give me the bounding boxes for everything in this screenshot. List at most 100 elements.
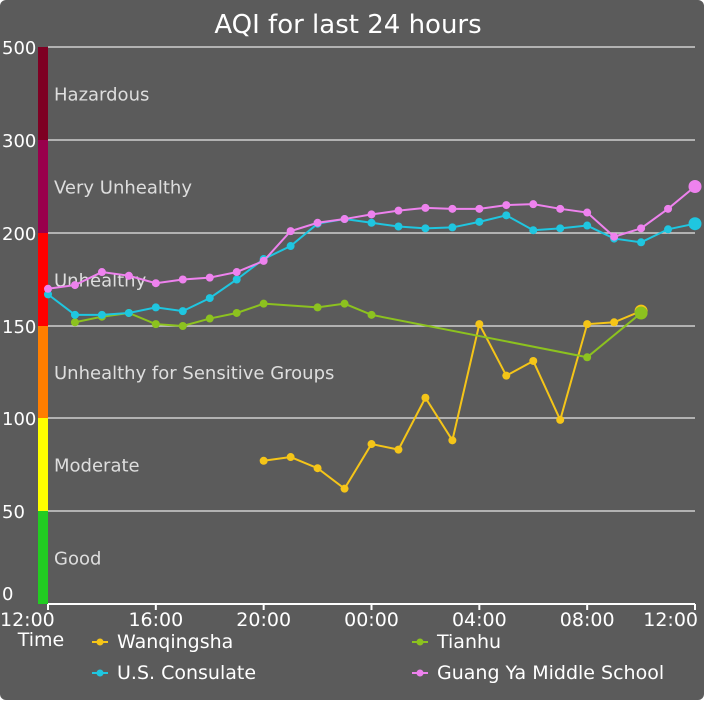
data-point-wanqingsha-8 bbox=[475, 320, 484, 329]
data-point-guang-ya-middle-school-4 bbox=[151, 279, 160, 288]
data-point-u-s-consulate-12 bbox=[367, 218, 376, 227]
x-tick-label-4: 04:00 bbox=[452, 609, 507, 631]
data-point-guang-ya-middle-school-13 bbox=[394, 206, 403, 215]
legend-item-tianhu: Tianhu bbox=[412, 631, 501, 653]
legend: Wanqingsha Tianhu U.S. Consulate Guang Ya M… bbox=[92, 631, 664, 684]
y-tick-50: 50 bbox=[2, 502, 25, 523]
y-tick-0: 0 bbox=[2, 584, 13, 605]
data-point-guang-ya-middle-school-16 bbox=[475, 204, 484, 213]
data-point-wanqingsha-0 bbox=[259, 456, 268, 465]
data-point-guang-ya-middle-school-24 bbox=[688, 180, 702, 193]
data-point-u-s-consulate-14 bbox=[421, 224, 430, 233]
data-point-u-s-consulate-0 bbox=[44, 290, 52, 299]
band-label-unhealthy-for-sensitive-groups: Unhealthy for Sensitive Groups bbox=[54, 363, 334, 384]
data-point-tianhu-7 bbox=[259, 299, 268, 308]
legend-item-wanqingsha: Wanqingsha bbox=[92, 631, 233, 653]
data-point-u-s-consulate-4 bbox=[151, 303, 160, 312]
data-point-u-s-consulate-13 bbox=[394, 222, 403, 231]
y-tick-150: 150 bbox=[2, 317, 36, 338]
data-point-guang-ya-middle-school-17 bbox=[502, 201, 511, 210]
data-point-guang-ya-middle-school-11 bbox=[340, 215, 349, 224]
band-label-good: Good bbox=[54, 549, 101, 570]
data-point-u-s-consulate-24 bbox=[688, 217, 702, 231]
data-point-u-s-consulate-3 bbox=[124, 308, 133, 317]
data-point-tianhu-6 bbox=[232, 308, 241, 317]
data-point-tianhu-10 bbox=[367, 310, 376, 319]
x-tick-label-3: 00:00 bbox=[344, 609, 399, 631]
x-axis: 12:00 16:00 20:00 00:00 04:00 08:00 12:00 bbox=[0, 604, 698, 631]
legend-swatch-dot-guang-ya-middle-school bbox=[416, 669, 424, 677]
data-point-tianhu-0 bbox=[70, 318, 79, 327]
data-point-wanqingsha-11 bbox=[556, 415, 565, 424]
x-tick-label-2: 20:00 bbox=[236, 609, 291, 631]
legend-swatch-dot-u-s-consulate bbox=[96, 669, 104, 677]
band-labels: Good Moderate Unhealthy for Sensitive Grou… bbox=[54, 85, 334, 570]
data-point-u-s-consulate-9 bbox=[286, 242, 295, 251]
data-point-wanqingsha-3 bbox=[340, 484, 349, 493]
band-moderate bbox=[38, 418, 48, 511]
data-point-u-s-consulate-23 bbox=[664, 225, 673, 234]
data-point-guang-ya-middle-school-6 bbox=[205, 273, 214, 282]
data-point-u-s-consulate-16 bbox=[475, 217, 484, 226]
x-tick-label-0: 12:00 bbox=[0, 609, 55, 631]
legend-label-guang-ya-middle-school: Guang Ya Middle School bbox=[437, 662, 664, 684]
y-tick-500: 500 bbox=[2, 38, 36, 59]
y-tick-labels: 0 50 100 150 200 300 500 bbox=[2, 38, 36, 605]
data-point-guang-ya-middle-school-9 bbox=[286, 227, 295, 236]
data-point-wanqingsha-5 bbox=[394, 445, 403, 454]
data-point-guang-ya-middle-school-19 bbox=[556, 204, 565, 213]
data-point-u-s-consulate-19 bbox=[556, 224, 565, 233]
data-point-guang-ya-middle-school-8 bbox=[259, 256, 268, 265]
legend-item-guang-ya-middle-school: Guang Ya Middle School bbox=[412, 662, 664, 684]
data-point-tianhu-4 bbox=[178, 322, 187, 330]
data-point-tianhu-5 bbox=[205, 314, 214, 323]
band-unhealthy-for-sensitive-groups bbox=[38, 326, 48, 418]
data-point-u-s-consulate-7 bbox=[232, 275, 241, 284]
data-point-tianhu-8 bbox=[313, 303, 322, 312]
chart-title: AQI for last 24 hours bbox=[214, 10, 481, 40]
x-tick-label-5: 08:00 bbox=[560, 609, 615, 631]
y-tick-300: 300 bbox=[2, 131, 36, 152]
x-axis-label: Time bbox=[17, 629, 65, 651]
legend-label-wanqingsha: Wanqingsha bbox=[117, 631, 233, 653]
y-tick-100: 100 bbox=[2, 409, 36, 430]
data-point-tianhu-9 bbox=[340, 299, 349, 308]
data-point-guang-ya-middle-school-3 bbox=[124, 271, 133, 280]
data-point-tianhu-11 bbox=[583, 353, 592, 362]
data-point-guang-ya-middle-school-5 bbox=[178, 275, 187, 284]
band-label-very-unhealthy: Very Unhealthy bbox=[54, 178, 192, 199]
data-point-u-s-consulate-2 bbox=[97, 310, 106, 319]
band-hazardous bbox=[38, 47, 48, 140]
legend-swatch-dot-tianhu bbox=[416, 638, 424, 646]
data-point-wanqingsha-4 bbox=[367, 440, 376, 449]
data-point-wanqingsha-1 bbox=[286, 453, 295, 462]
data-point-guang-ya-middle-school-10 bbox=[313, 218, 322, 227]
data-point-guang-ya-middle-school-21 bbox=[610, 232, 619, 241]
data-point-tianhu-12 bbox=[634, 306, 648, 320]
data-point-guang-ya-middle-school-2 bbox=[97, 268, 106, 277]
legend-label-u-s-consulate: U.S. Consulate bbox=[117, 662, 256, 684]
data-point-u-s-consulate-6 bbox=[205, 294, 214, 303]
data-point-tianhu-3 bbox=[151, 320, 160, 329]
data-point-guang-ya-middle-school-0 bbox=[44, 284, 52, 293]
legend-label-tianhu: Tianhu bbox=[436, 631, 501, 653]
data-point-wanqingsha-2 bbox=[313, 464, 322, 473]
data-point-u-s-consulate-20 bbox=[583, 221, 592, 230]
band-label-hazardous: Hazardous bbox=[54, 85, 149, 106]
data-point-u-s-consulate-5 bbox=[178, 307, 187, 316]
data-point-wanqingsha-6 bbox=[421, 393, 430, 402]
x-tick-label-6: 12:00 bbox=[643, 609, 698, 631]
data-point-u-s-consulate-17 bbox=[502, 211, 511, 220]
data-point-u-s-consulate-18 bbox=[529, 226, 538, 235]
data-point-guang-ya-middle-school-12 bbox=[367, 210, 376, 219]
aqi-bands bbox=[38, 47, 48, 604]
y-tick-200: 200 bbox=[2, 224, 36, 245]
band-good bbox=[38, 511, 48, 604]
legend-swatch-dot-wanqingsha bbox=[96, 638, 104, 646]
data-point-guang-ya-middle-school-1 bbox=[70, 281, 79, 290]
series-guang-ya-middle-school bbox=[44, 180, 702, 293]
data-point-guang-ya-middle-school-15 bbox=[448, 204, 457, 213]
